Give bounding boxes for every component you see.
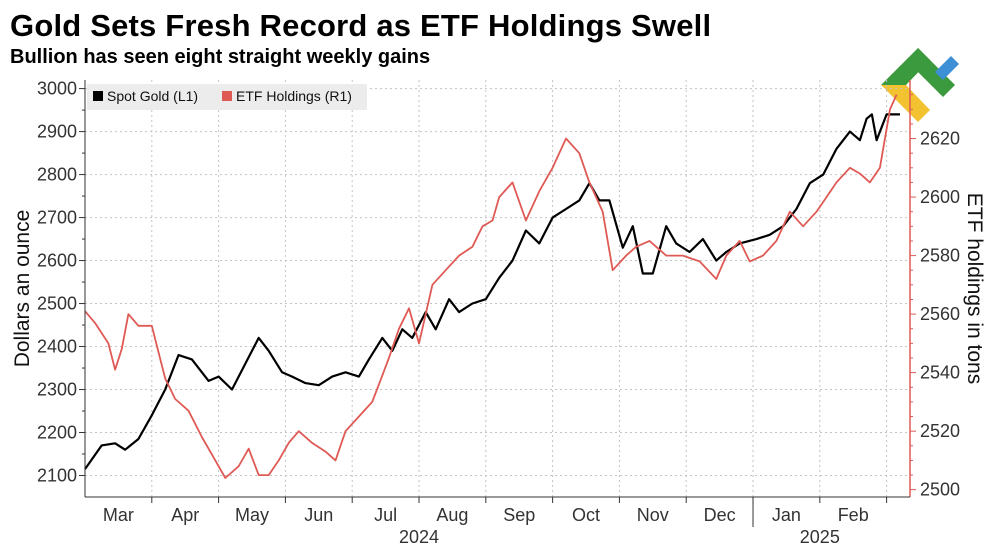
- x-tick-label: Sep: [503, 505, 535, 525]
- right-tick-label: 2580: [920, 246, 960, 266]
- year-label: 2024: [399, 527, 439, 545]
- x-tick-label: Aug: [436, 505, 468, 525]
- left-tick-label: 2100: [37, 466, 77, 486]
- left-axis-title: Dollars an ounce: [11, 210, 34, 368]
- legend: Spot Gold (L1) ETF Holdings (R1): [87, 84, 367, 110]
- left-tick-label: 2400: [37, 337, 77, 357]
- year-label: 2025: [800, 527, 840, 545]
- right-tick-label: 2600: [920, 187, 960, 207]
- left-tick-label: 2500: [37, 294, 77, 314]
- series-line-spot-gold: [84, 113, 900, 470]
- chart-title: Gold Sets Fresh Record as ETF Holdings S…: [10, 8, 712, 43]
- x-tick-label: Jun: [304, 505, 333, 525]
- right-tick-label: 2520: [920, 421, 960, 441]
- left-tick-label: 2300: [37, 380, 77, 400]
- x-tick-label: Apr: [171, 505, 199, 525]
- series-line-etf-holdings: [84, 94, 898, 479]
- left-tick-label: 2900: [37, 122, 77, 142]
- series-layer: [84, 94, 900, 479]
- right-tick-label: 2540: [920, 363, 960, 383]
- legend-label-gold: Spot Gold (L1): [107, 88, 198, 104]
- x-tick-label: Jan: [772, 505, 801, 525]
- legend-swatch-gold: [93, 91, 103, 101]
- x-tick-label: Nov: [637, 505, 669, 525]
- x-tick-label: Feb: [838, 505, 869, 525]
- left-tick-label: 3000: [37, 79, 77, 99]
- right-axis-title: ETF holdings in tons: [963, 193, 986, 384]
- left-tick-label: 2700: [37, 208, 77, 228]
- left-tick-label: 2200: [37, 423, 77, 443]
- legend-label-etf: ETF Holdings (R1): [236, 88, 352, 104]
- left-tick-label: 2800: [37, 165, 77, 185]
- right-tick-label: 2500: [920, 480, 960, 500]
- grid-layer: [85, 80, 910, 497]
- x-tick-label: May: [235, 505, 269, 525]
- x-tick-label: Dec: [704, 505, 736, 525]
- right-tick-label: 2560: [920, 304, 960, 324]
- axis-layer: 2100 2200 2300 2400 2500 2600 2700 2800 2900 3000…: [11, 79, 986, 545]
- legend-swatch-etf: [222, 91, 232, 101]
- chart-subtitle: Bullion has seen eight straight weekly g…: [10, 46, 431, 68]
- x-tick-label: Mar: [103, 505, 134, 525]
- right-tick-label: 2620: [920, 129, 960, 149]
- left-tick-label: 2600: [37, 251, 77, 271]
- x-tick-label: Jul: [374, 505, 397, 525]
- x-tick-label: Oct: [572, 505, 600, 525]
- brand-logo-icon: [881, 48, 959, 122]
